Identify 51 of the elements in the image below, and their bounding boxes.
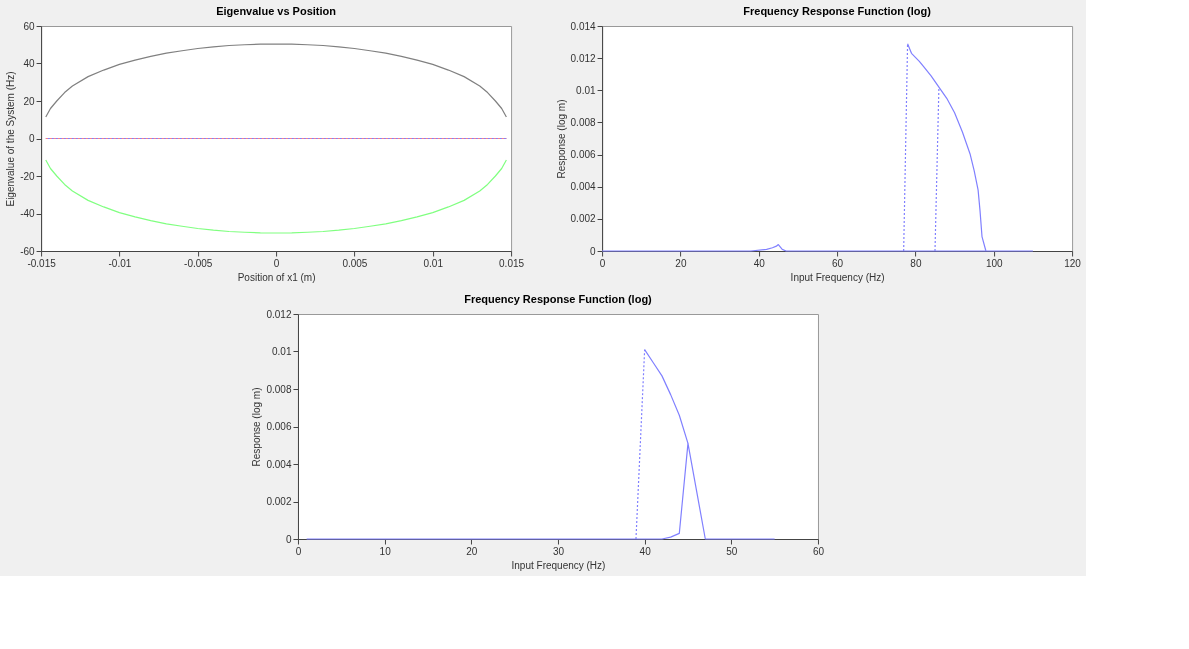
x-tick-label: 60 — [812, 545, 825, 557]
x-axis-title: Input Frequency (Hz) — [790, 271, 885, 283]
x-tick-label: 30 — [552, 545, 565, 557]
x-tick-label: 80 — [910, 257, 922, 269]
y-tick-label: 20 — [23, 95, 36, 107]
y-tick-label: 0.002 — [266, 496, 292, 507]
y-tick-label: 0 — [285, 533, 292, 545]
x-tick-label: 50 — [726, 545, 738, 557]
x-tick-label: 40 — [753, 257, 766, 269]
y-tick-label: -60 — [20, 245, 36, 257]
y-tick-label: 0.004 — [266, 458, 292, 470]
x-tick-label: 40 — [639, 545, 652, 557]
x-axis-title: Input Frequency (Hz) — [511, 559, 606, 571]
x-tick-label: 0 — [599, 257, 606, 269]
y-tick-label: 0.002 — [570, 213, 597, 225]
chart-title: Frequency Response Function (log) — [464, 293, 653, 305]
y-axis-title: Response (log m) — [251, 387, 263, 467]
x-tick-label: 120 — [1064, 257, 1082, 269]
x-tick-label: 0.005 — [342, 257, 368, 269]
y-tick-label: 40 — [23, 58, 36, 69]
chart-title: Eigenvalue vs Position — [216, 5, 337, 17]
x-tick-label: 100 — [985, 257, 1004, 269]
y-tick-label: 0.004 — [570, 181, 597, 193]
y-axis-title: Response (log m) — [555, 99, 567, 179]
y-tick-label: 0.006 — [570, 149, 597, 161]
chart-title: Frequency Response Function (log) — [743, 5, 932, 17]
x-tick-label: -0.015 — [27, 257, 57, 269]
y-tick-label: 60 — [23, 20, 36, 32]
x-tick-label: -0.005 — [184, 257, 213, 269]
y-tick-label: 0.01 — [272, 346, 292, 357]
y-tick-label: 0 — [29, 133, 36, 144]
x-tick-label: 0 — [295, 545, 302, 557]
y-tick-label: 0 — [590, 245, 597, 257]
x-axis-title: Position of x1 (m) — [237, 271, 316, 283]
y-tick-label: 0.014 — [570, 20, 597, 32]
y-tick-label: 0.008 — [266, 383, 292, 395]
y-tick-label: -40 — [20, 208, 36, 219]
y-tick-label: 0.01 — [576, 84, 597, 96]
x-tick-label: 10 — [379, 545, 392, 557]
x-tick-label: 20 — [675, 257, 687, 269]
y-axis-title: Eigenvalue of the System (Hz) — [5, 71, 17, 207]
x-tick-label: 0.01 — [423, 257, 444, 269]
x-tick-label: 60 — [832, 257, 844, 269]
x-tick-label: 0.015 — [499, 257, 525, 269]
y-tick-label: 0.012 — [570, 52, 597, 64]
x-tick-label: -0.01 — [108, 257, 132, 269]
y-tick-label: 0.012 — [266, 308, 292, 320]
y-tick-label: 0.008 — [570, 116, 597, 128]
y-tick-label: -20 — [20, 170, 36, 182]
y-tick-label: 0.006 — [266, 421, 292, 432]
x-tick-label: 20 — [466, 545, 478, 557]
